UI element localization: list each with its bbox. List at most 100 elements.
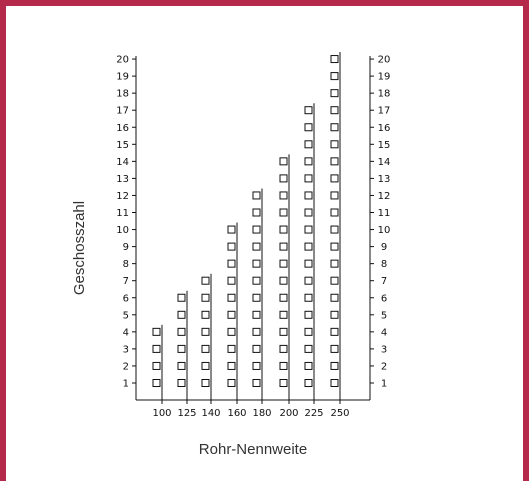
marker-225-10 bbox=[304, 225, 313, 234]
right-tick-label-17: 17 bbox=[378, 106, 391, 117]
marker-200-1 bbox=[279, 379, 288, 387]
column-180 bbox=[252, 188, 263, 400]
right-tick-label-20: 20 bbox=[378, 55, 391, 66]
marker-225-14 bbox=[304, 157, 313, 166]
marker-180-1 bbox=[252, 379, 261, 387]
marker-250-15 bbox=[330, 140, 339, 149]
left-tick-label-16: 16 bbox=[116, 123, 129, 134]
right-tick-label-12: 12 bbox=[378, 191, 391, 202]
right-tick-label-8: 8 bbox=[381, 259, 387, 270]
marker-225-2 bbox=[304, 361, 313, 370]
marker-250-14 bbox=[330, 157, 339, 166]
marker-180-3 bbox=[252, 344, 261, 353]
marker-250-18 bbox=[330, 89, 339, 98]
marker-250-12 bbox=[330, 191, 339, 200]
left-tick-label-4: 4 bbox=[123, 327, 129, 338]
marker-250-16 bbox=[330, 123, 339, 132]
marker-225-4 bbox=[304, 327, 313, 336]
marker-200-11 bbox=[279, 208, 288, 217]
marker-100-3 bbox=[152, 344, 161, 353]
x-tick-label-200: 200 bbox=[279, 408, 298, 419]
column-100 bbox=[152, 324, 163, 400]
marker-250-7 bbox=[330, 276, 339, 285]
marker-225-15 bbox=[304, 140, 313, 149]
left-tick-label-20: 20 bbox=[116, 55, 129, 66]
marker-225-1 bbox=[304, 379, 313, 387]
marker-180-10 bbox=[252, 225, 261, 234]
right-tick-label-9: 9 bbox=[381, 242, 387, 253]
x-tick-label-125: 125 bbox=[177, 408, 196, 419]
column-160 bbox=[227, 222, 238, 400]
marker-180-11 bbox=[252, 208, 261, 217]
marker-125-1 bbox=[177, 379, 186, 387]
right-tick-label-1: 1 bbox=[381, 379, 387, 390]
x-tick-label-225: 225 bbox=[304, 408, 323, 419]
marker-250-2 bbox=[330, 361, 339, 370]
left-tick-label-2: 2 bbox=[123, 361, 129, 372]
marker-180-4 bbox=[252, 327, 261, 336]
left-tick-label-14: 14 bbox=[116, 157, 129, 168]
marker-160-3 bbox=[227, 344, 236, 353]
marker-250-19 bbox=[330, 72, 339, 81]
marker-250-3 bbox=[330, 344, 339, 353]
left-tick-label-9: 9 bbox=[123, 242, 129, 253]
marker-250-10 bbox=[330, 225, 339, 234]
left-tick-label-1: 1 bbox=[123, 379, 129, 390]
marker-125-5 bbox=[177, 310, 186, 319]
right-tick-label-14: 14 bbox=[378, 157, 391, 168]
x-tick-label-100: 100 bbox=[152, 408, 171, 419]
marker-225-13 bbox=[304, 174, 313, 183]
x-tick-label-180: 180 bbox=[252, 408, 271, 419]
marker-160-8 bbox=[227, 259, 236, 268]
marker-160-1 bbox=[227, 379, 236, 387]
marker-160-5 bbox=[227, 310, 236, 319]
marker-140-7 bbox=[201, 276, 210, 285]
right-tick-label-10: 10 bbox=[378, 225, 391, 236]
marker-225-16 bbox=[304, 123, 313, 132]
marker-160-9 bbox=[227, 242, 236, 251]
left-tick-label-10: 10 bbox=[116, 225, 129, 236]
marker-200-12 bbox=[279, 191, 288, 200]
right-tick-label-16: 16 bbox=[378, 123, 391, 134]
columns bbox=[152, 52, 341, 400]
marker-140-6 bbox=[201, 293, 210, 302]
left-tick-label-18: 18 bbox=[116, 89, 129, 100]
left-tick-label-19: 19 bbox=[116, 72, 129, 83]
marker-225-5 bbox=[304, 310, 313, 319]
marker-250-1 bbox=[330, 379, 339, 387]
marker-200-10 bbox=[279, 225, 288, 234]
marker-250-17 bbox=[330, 106, 339, 115]
right-tick-label-15: 15 bbox=[378, 140, 391, 151]
x-tick-label-140: 140 bbox=[201, 408, 220, 419]
marker-125-3 bbox=[177, 344, 186, 353]
marker-225-7 bbox=[304, 276, 313, 285]
marker-250-8 bbox=[330, 259, 339, 268]
marker-225-6 bbox=[304, 293, 313, 302]
right-tick-label-19: 19 bbox=[378, 72, 391, 83]
marker-225-12 bbox=[304, 191, 313, 200]
right-tick-label-6: 6 bbox=[381, 293, 387, 304]
marker-225-11 bbox=[304, 208, 313, 217]
marker-125-6 bbox=[177, 293, 186, 302]
right-tick-label-3: 3 bbox=[381, 344, 387, 355]
marker-160-2 bbox=[227, 361, 236, 370]
marker-200-14 bbox=[279, 157, 288, 166]
left-tick-label-13: 13 bbox=[116, 174, 129, 185]
marker-225-17 bbox=[304, 106, 313, 115]
marker-200-4 bbox=[279, 327, 288, 336]
marker-200-2 bbox=[279, 361, 288, 370]
marker-160-4 bbox=[227, 327, 236, 336]
right-tick-label-4: 4 bbox=[381, 327, 387, 338]
column-225 bbox=[304, 103, 315, 400]
column-140 bbox=[201, 273, 212, 400]
marker-250-13 bbox=[330, 174, 339, 183]
left-tick-label-12: 12 bbox=[116, 191, 129, 202]
x-axis-title: Rohr-Nennweite bbox=[199, 441, 307, 458]
marker-125-2 bbox=[177, 361, 186, 370]
right-tick-label-5: 5 bbox=[381, 310, 387, 321]
marker-160-7 bbox=[227, 276, 236, 285]
right-tick-label-13: 13 bbox=[378, 174, 391, 185]
column-250 bbox=[330, 52, 341, 400]
